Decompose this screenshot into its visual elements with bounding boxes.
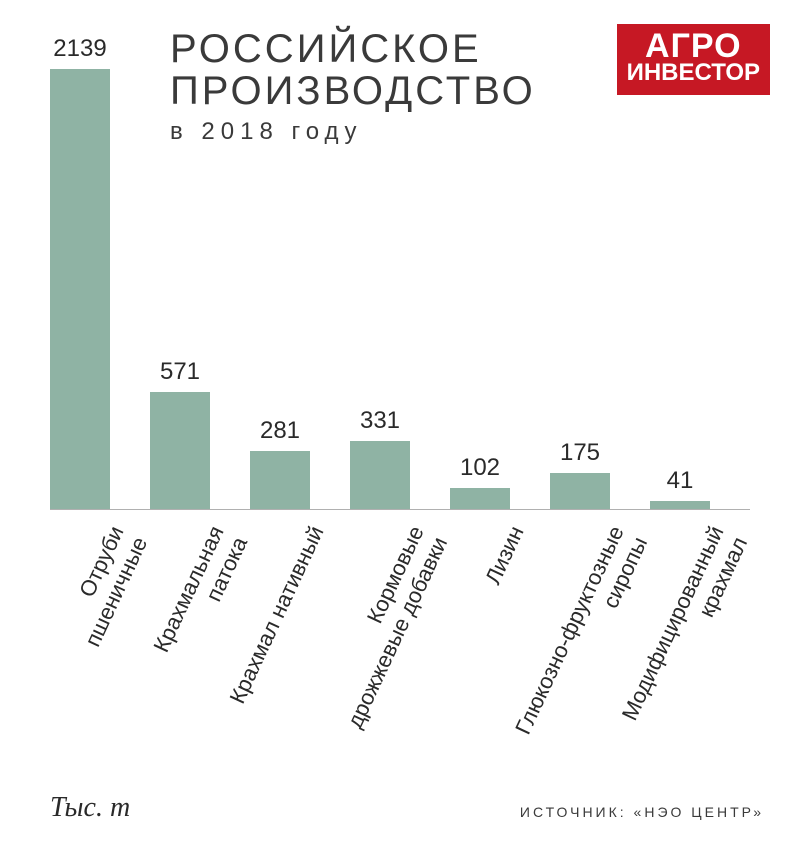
bar-value-label: 281 — [250, 417, 310, 445]
bar-value-label: 2139 — [50, 35, 110, 63]
bar: 175 — [550, 473, 610, 509]
unit-label: Тыс. т — [50, 792, 130, 824]
chart-baseline — [50, 509, 750, 510]
bar-value-label: 175 — [550, 439, 610, 467]
bar: 331 — [350, 441, 410, 509]
bar-value-label: 41 — [650, 467, 710, 495]
bar: 102 — [450, 488, 510, 509]
bar-category-label: Крахмальная патока — [148, 522, 253, 667]
bar: 571 — [150, 392, 210, 509]
bar-value-label: 102 — [450, 454, 510, 482]
source-label: ИСТОЧНИК: «НЭО ЦЕНТР» — [520, 804, 764, 820]
bar: 41 — [650, 501, 710, 509]
bar: 2139 — [50, 69, 110, 509]
bar-value-label: 571 — [150, 358, 210, 386]
bar-category-label: Лизин — [480, 522, 529, 589]
bar-value-label: 331 — [350, 407, 410, 435]
bar-chart: 2139Отруби пшеничные571Крахмальная паток… — [50, 30, 750, 510]
bar-category-label: Кормовые дрожжевые добавки — [318, 522, 453, 732]
bar: 281 — [250, 451, 310, 509]
bar-category-label: Отруби пшеничные — [56, 522, 153, 651]
